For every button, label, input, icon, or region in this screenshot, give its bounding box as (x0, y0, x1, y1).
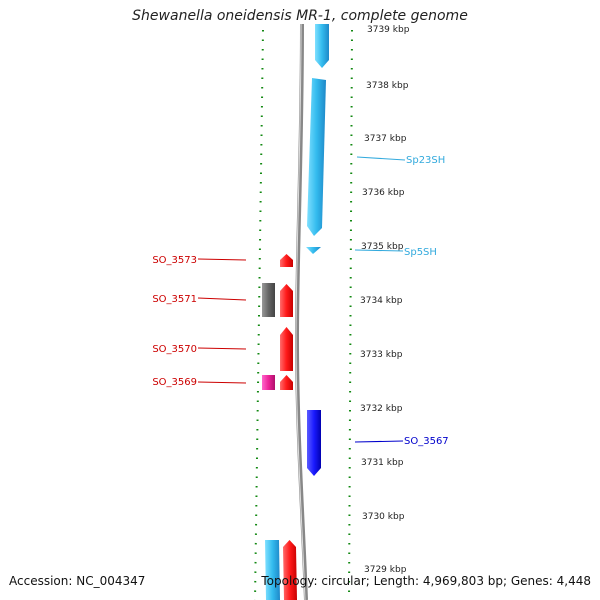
scale-label: 3738 kbp (366, 81, 409, 91)
rna-feature-bottom (265, 540, 280, 600)
feature-label-so-3573: SO_3573 (152, 255, 197, 266)
leader-line-so-3567 (354, 440, 404, 443)
feature-label-so-3570: SO_3570 (152, 344, 197, 355)
rna-feature-sp23sh (315, 24, 329, 68)
cds-so-3570 (280, 327, 293, 371)
cds-so-3571 (280, 284, 293, 317)
rna-feature-sp23sh-body (307, 78, 326, 236)
rna-feature-sp5sh (306, 247, 321, 254)
outer-tick-rail (254, 29, 264, 600)
pink-feature (262, 375, 275, 390)
scale-label: 3730 kbp (362, 512, 405, 522)
feature-label-sp5sh: Sp5SH (404, 247, 437, 258)
inner-tick-rail (348, 29, 353, 600)
leader-line-sp5sh (354, 249, 404, 252)
leader-line-so-3570 (197, 347, 247, 350)
leader-line-sp23sh (356, 156, 406, 161)
feature-label-sp23sh: Sp23SH (406, 155, 445, 166)
cds-so-3567 (307, 410, 321, 476)
leader-line-so-3569 (197, 381, 247, 384)
scale-label: 3739 kbp (367, 25, 410, 35)
feature-label-so-3567: SO_3567 (404, 436, 449, 447)
leader-line-so-3573 (197, 258, 247, 261)
scale-label: 3733 kbp (360, 350, 403, 360)
scale-label: 3729 kbp (364, 565, 407, 575)
map-title: Shewanella oneidensis MR-1, complete gen… (132, 8, 468, 24)
cds-so-3573 (280, 254, 293, 267)
leader-line-so-3571 (197, 297, 247, 301)
scale-label: 3732 kbp (360, 404, 403, 414)
genome-backbone (294, 23, 308, 600)
scale-label: 3736 kbp (362, 188, 405, 198)
scale-label: 3731 kbp (361, 458, 404, 468)
genome-summary-text: Topology: circular; Length: 4,969,803 bp… (261, 574, 591, 588)
accession-text: Accession: NC_004347 (9, 574, 146, 588)
grey-feature (262, 283, 275, 317)
scale-label: 3734 kbp (360, 296, 403, 306)
scale-label: 3735 kbp (361, 242, 404, 252)
feature-label-so-3569: SO_3569 (152, 377, 197, 388)
scale-label: 3737 kbp (364, 134, 407, 144)
cds-so-3569 (280, 375, 293, 390)
cds-bottom (283, 540, 297, 600)
feature-label-so-3571: SO_3571 (152, 294, 197, 305)
